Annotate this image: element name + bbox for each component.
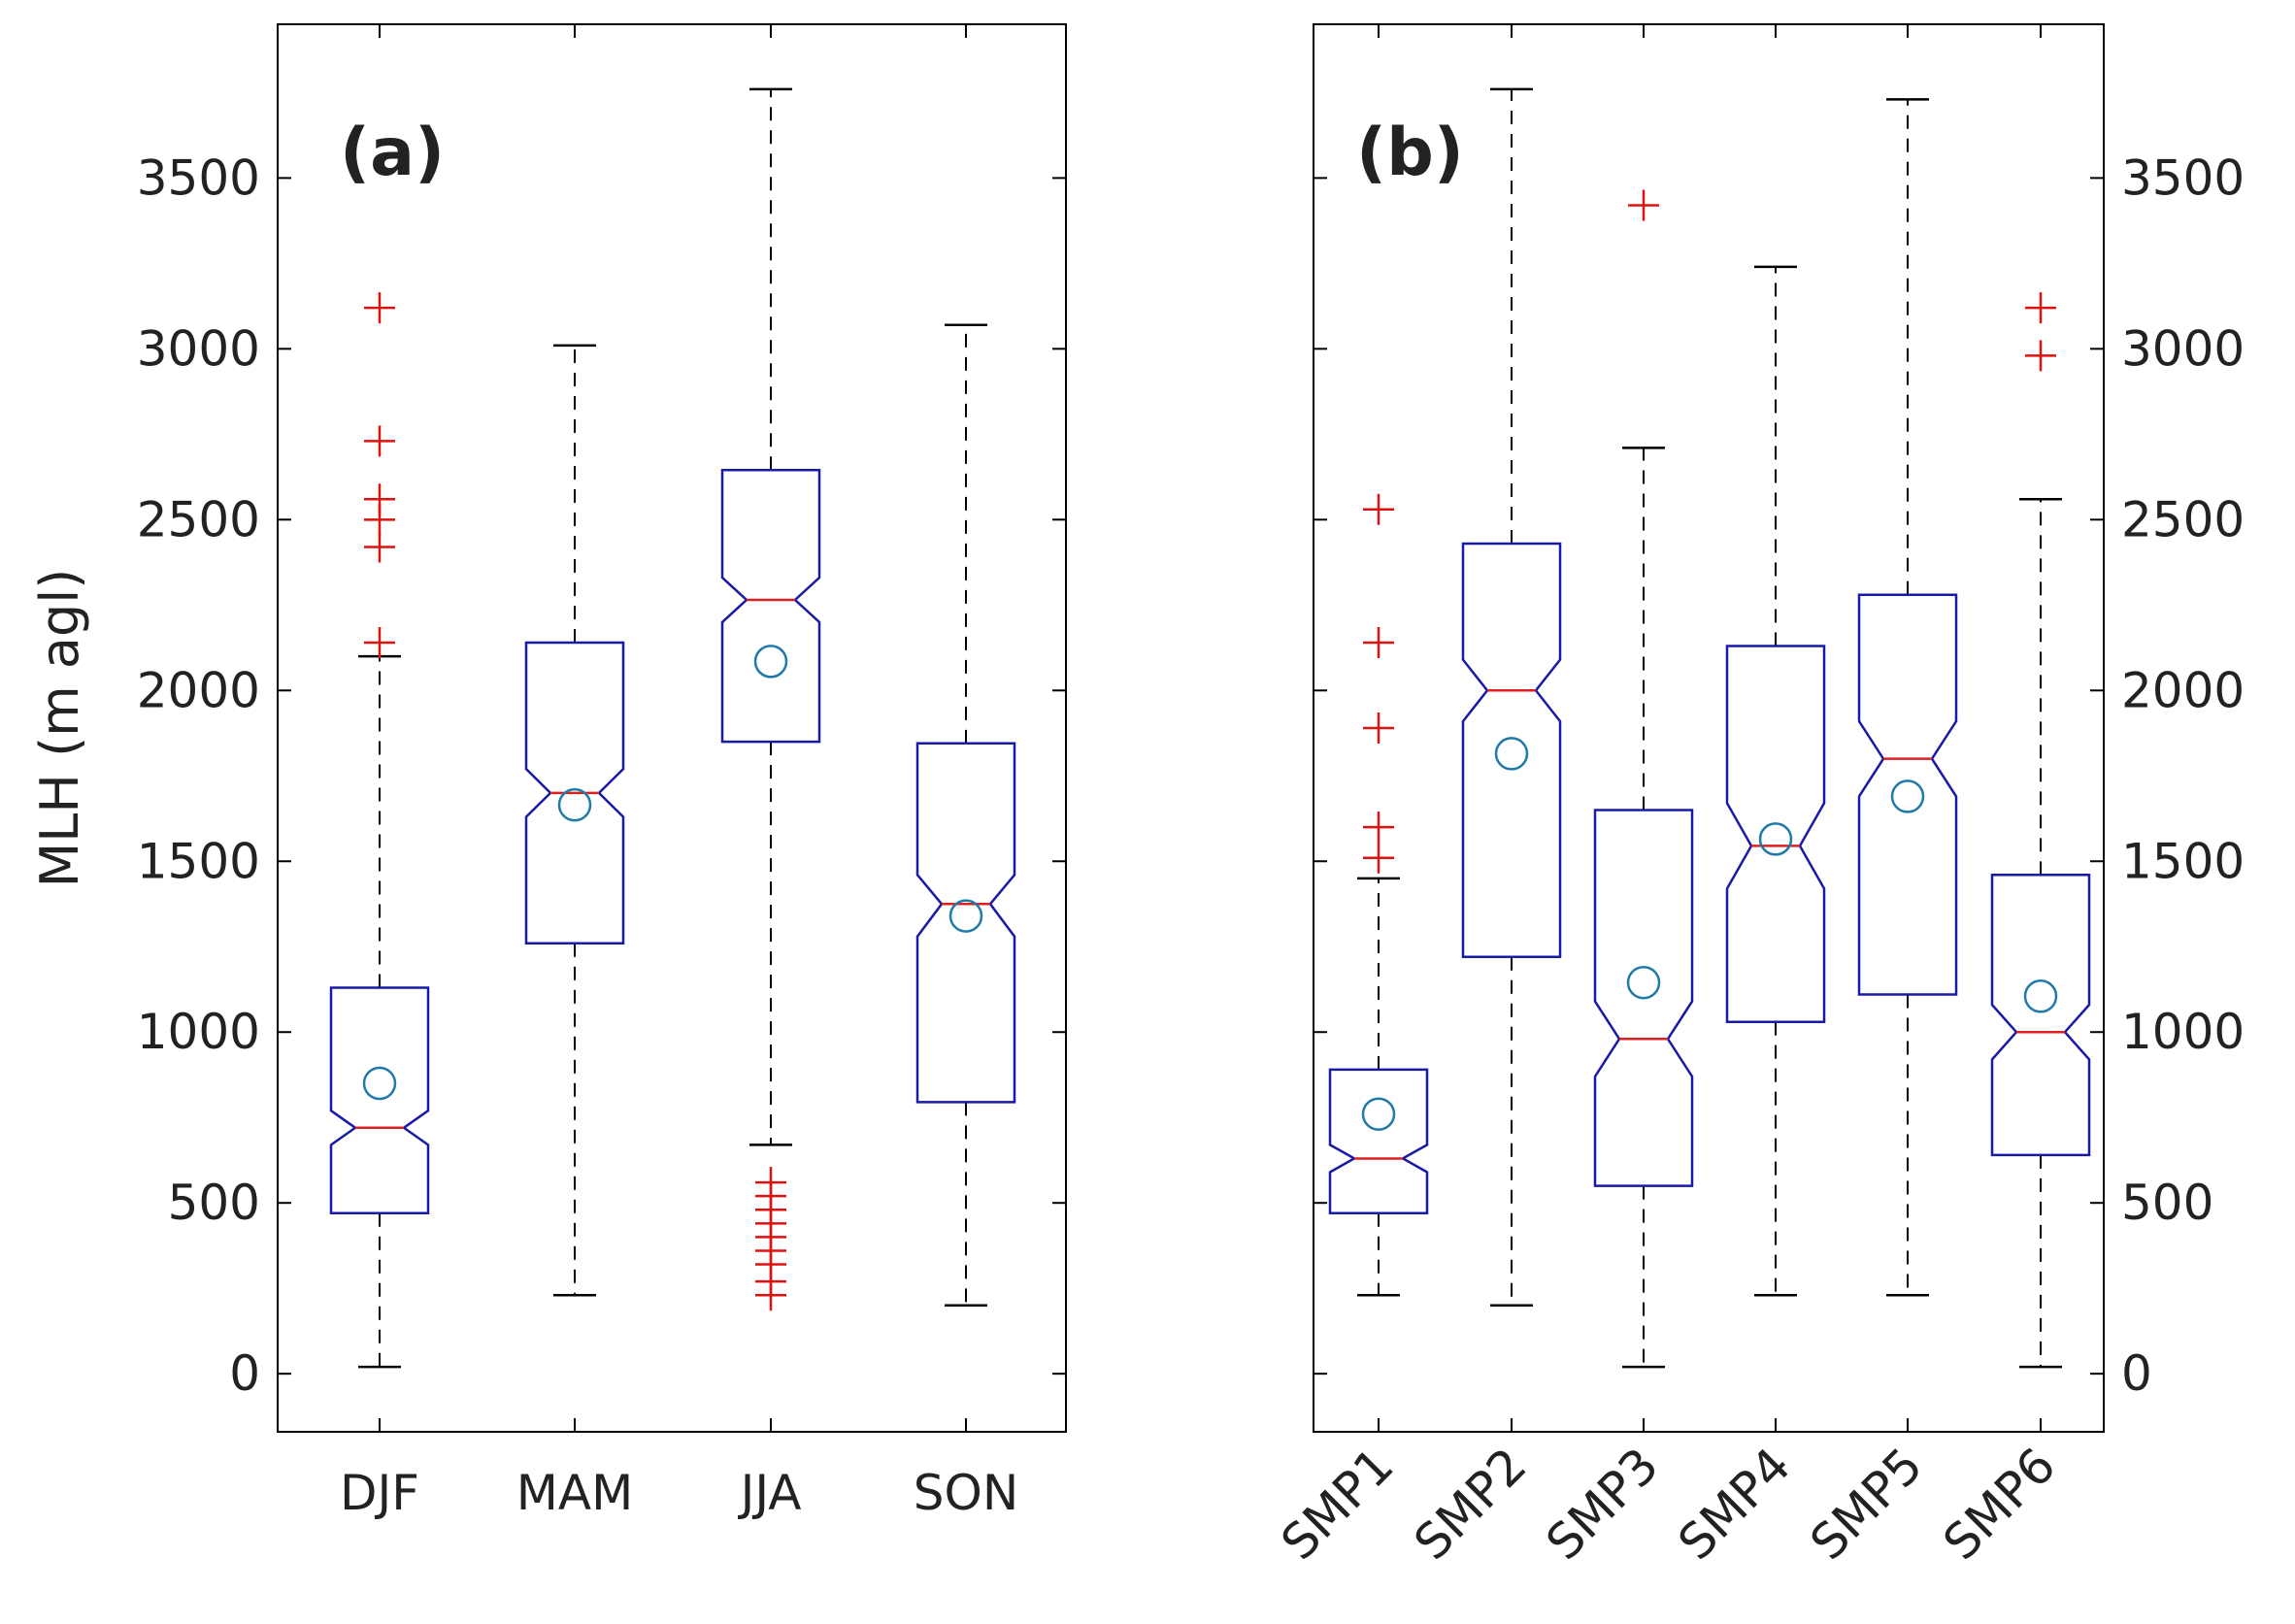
box-body-son — [915, 742, 1016, 1104]
box-body-smp4 — [1725, 645, 1826, 1023]
panel-a-x-tick-label-djf: DJF — [340, 1465, 419, 1521]
outlier-djf — [364, 627, 395, 659]
outlier-smp6 — [2025, 292, 2056, 324]
panel-a-label: (a) — [340, 115, 445, 191]
panel-b-y-tick-label: 3000 — [2121, 320, 2245, 377]
box-smp6 — [1990, 292, 2091, 1369]
mean-marker-smp2 — [1494, 737, 1529, 771]
mean-marker-son — [948, 899, 983, 933]
mean-marker-smp6 — [2023, 979, 2058, 1013]
mean-marker-smp4 — [1758, 822, 1793, 856]
outlier-djf — [364, 425, 395, 457]
box-mam — [524, 344, 625, 1297]
panel-a-y-tick-label: 1000 — [137, 1004, 260, 1060]
panel-b-y-ticks: 0 500 1000 1500 2000 2500 3000 3500 — [1314, 149, 2245, 1402]
outlier-jja — [755, 1167, 786, 1199]
mean-marker-mam — [557, 787, 592, 822]
panel-a-boxes — [329, 87, 1016, 1369]
outlier-smp1 — [1363, 493, 1394, 525]
box-jja — [720, 87, 821, 1311]
outlier-smp6 — [2025, 340, 2056, 372]
panel-b-y-tick-label: 1000 — [2121, 1004, 2245, 1060]
mean-marker-smp1 — [1361, 1097, 1396, 1131]
box-body-djf — [329, 986, 430, 1215]
box-smp5 — [1857, 98, 1958, 1297]
box-djf — [329, 292, 430, 1369]
panel-b-y-tick-label: 1500 — [2121, 833, 2245, 889]
panel-b-label: (b) — [1356, 115, 1464, 191]
panel-a-y-tick-label: 3500 — [137, 149, 260, 206]
panel-a-y-tick-label: 2500 — [137, 491, 260, 547]
panel-a-x-tick-label-son: SON — [914, 1465, 1019, 1521]
box-body-smp1 — [1328, 1068, 1429, 1215]
panel-a-y-tick-label: 3000 — [137, 320, 260, 377]
panel-b-y-tick-label: 500 — [2121, 1175, 2213, 1231]
panel-b-boxes — [1328, 87, 2091, 1369]
outlier-smp1 — [1363, 812, 1394, 844]
panel-b-y-tick-label: 0 — [2121, 1345, 2152, 1402]
box-smp2 — [1461, 87, 1562, 1308]
box-son — [915, 323, 1016, 1308]
panel-b-y-tick-label: 2500 — [2121, 491, 2245, 547]
outlier-smp1 — [1363, 713, 1394, 744]
box-body-jja — [720, 469, 821, 744]
panel-a-y-tick-label: 1500 — [137, 833, 260, 889]
outlier-smp3 — [1628, 189, 1659, 221]
outlier-smp1 — [1363, 627, 1394, 659]
mean-marker-smp3 — [1626, 965, 1661, 1000]
panel-b-y-tick-label: 2000 — [2121, 662, 2245, 718]
outlier-djf — [364, 531, 395, 563]
panel-a-x-tick-label-jja: JJA — [738, 1465, 802, 1521]
mean-marker-jja — [753, 645, 788, 679]
mean-marker-smp5 — [1890, 779, 1925, 813]
panel-a-y-ticks: 0 500 1000 1500 2000 2500 3000 3500 — [137, 149, 1066, 1402]
outlier-smp1 — [1363, 842, 1394, 874]
box-body-smp6 — [1990, 874, 2091, 1157]
panel-a-seasonal-boxplot: 0 500 1000 1500 2000 2500 3000 3500 DJF MAM JJA SO… — [29, 23, 1067, 1521]
outlier-djf — [364, 292, 395, 324]
box-body-mam — [524, 641, 625, 945]
panel-a-y-tick-label: 500 — [168, 1175, 260, 1231]
panel-b-axes-frame — [1313, 23, 2105, 1433]
box-body-smp3 — [1593, 809, 1694, 1187]
mean-marker-djf — [362, 1066, 397, 1101]
panel-a-x-tick-label-mam: MAM — [516, 1465, 633, 1521]
box-smp1 — [1328, 493, 1429, 1297]
outlier-djf — [364, 483, 395, 515]
panel-a-y-tick-label: 2000 — [137, 662, 260, 718]
box-body-smp5 — [1857, 593, 1958, 996]
panel-a-y-axis-label: MLH (m agl) — [29, 569, 90, 888]
panel-a-y-tick-label: 0 — [229, 1345, 260, 1402]
panel-a-axes-frame — [277, 23, 1067, 1433]
box-smp4 — [1725, 265, 1826, 1297]
box-smp3 — [1593, 189, 1694, 1369]
box-body-smp2 — [1461, 542, 1562, 959]
panel-b-y-tick-label: 3500 — [2121, 149, 2245, 206]
panel-a-x-ticks: DJF MAM JJA SON — [340, 24, 1018, 1521]
